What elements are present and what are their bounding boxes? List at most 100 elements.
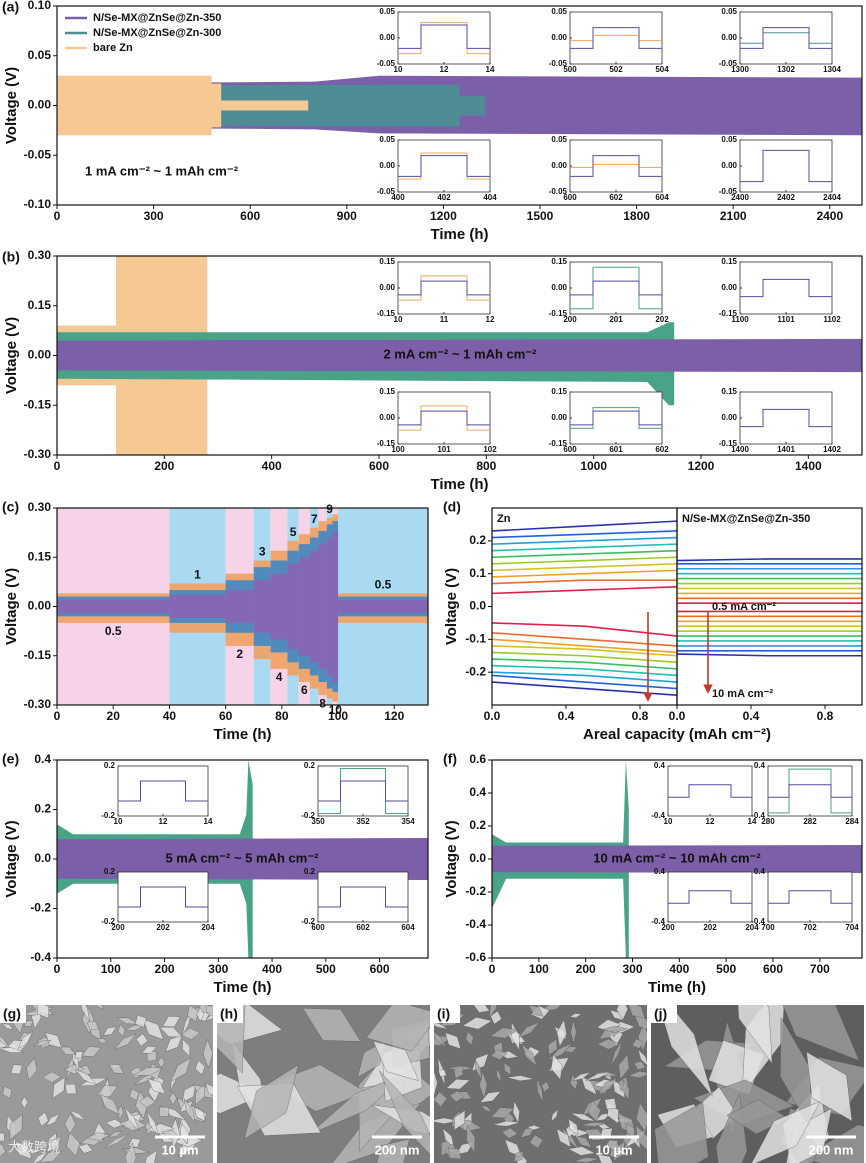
sem-feature xyxy=(141,1045,158,1054)
x-tick-label: 0 xyxy=(54,459,61,473)
inset-y-tick-label: 0.15 xyxy=(721,257,737,266)
inset-y-tick-label: -0.05 xyxy=(549,59,568,68)
sem-feature xyxy=(570,1074,578,1091)
sem-feature xyxy=(550,1108,559,1123)
sem-feature xyxy=(86,1132,111,1141)
inset-curve xyxy=(740,27,832,49)
inset-x-tick-label: 404 xyxy=(483,193,497,202)
inset-frame xyxy=(767,765,853,817)
inset-x-tick-label: 200 xyxy=(111,923,125,932)
inset-x-tick-label: 202 xyxy=(655,315,669,324)
y-tick-label: -0.30 xyxy=(24,447,52,461)
inset-y-tick-label: -0.15 xyxy=(549,309,568,318)
x-tick-label: 100 xyxy=(328,709,348,723)
sem-feature xyxy=(139,1095,156,1108)
sem-feature xyxy=(66,1132,80,1157)
inset-curve xyxy=(118,780,208,802)
sem-feature xyxy=(45,1113,60,1127)
inset-y-tick-label: 0.00 xyxy=(551,161,567,170)
voltage-curve xyxy=(491,671,678,683)
sem-feature xyxy=(86,1020,99,1031)
image-label: (h) xyxy=(220,1006,238,1022)
x-tick-label: 400 xyxy=(262,459,282,473)
x-tick-label: 1200 xyxy=(430,209,457,223)
x-tick-label: 0.4 xyxy=(558,709,575,723)
x-tick-label: 1800 xyxy=(623,209,650,223)
inset-x-tick-label: 10 xyxy=(394,315,403,324)
y-tick-label: -0.05 xyxy=(24,147,52,161)
sem-feature xyxy=(37,1111,49,1127)
sem-feature xyxy=(372,1040,420,1082)
voltage-band xyxy=(492,845,862,873)
inset-x-tick-label: 1300 xyxy=(731,65,749,74)
inset-x-tick-label: 504 xyxy=(655,65,669,74)
y-tick-label: -0.30 xyxy=(24,697,52,711)
inset-y-tick-label: 0.00 xyxy=(379,161,395,170)
inset-x-tick-label: 600 xyxy=(563,193,577,202)
sem-feature xyxy=(2,1085,13,1099)
inset-curve xyxy=(570,163,662,169)
sem-feature xyxy=(570,1112,596,1122)
inset-curve xyxy=(570,34,662,42)
inset-x-tick-label: 102 xyxy=(483,445,497,454)
voltage-band xyxy=(57,338,862,373)
voltage-band xyxy=(57,599,170,614)
x-axis-title: Time (h) xyxy=(430,226,488,243)
panel xyxy=(492,760,862,958)
y-tick-label: 0.4 xyxy=(469,785,486,799)
sem-feature xyxy=(633,1060,646,1071)
rate-label: 0.5 xyxy=(375,578,392,592)
sem-feature xyxy=(117,1104,124,1121)
inset-y-tick-label: -0.05 xyxy=(719,59,738,68)
sem-feature xyxy=(453,1065,464,1079)
x-tick-label: 60 xyxy=(219,709,233,723)
sem-feature xyxy=(2,1023,14,1030)
inset-x-tick-label: 10 xyxy=(114,817,123,826)
inset-frame xyxy=(767,871,853,923)
sem-feature xyxy=(556,1128,572,1148)
sem-feature xyxy=(616,1005,629,1022)
x-axis-title: Areal capacity (mAh cm⁻²) xyxy=(583,726,771,743)
sem-feature xyxy=(0,1047,25,1054)
inset-y-tick-label: -0.15 xyxy=(377,309,396,318)
sem-feature xyxy=(751,1100,821,1163)
inset-curve xyxy=(398,280,490,296)
inset-curve xyxy=(570,27,662,49)
sem-feature xyxy=(782,1005,860,1062)
x-tick-label: 0 xyxy=(54,709,61,723)
panel-label: (e) xyxy=(2,751,19,767)
inset-x-tick-label: 1304 xyxy=(823,65,841,74)
y-tick-label: 0.30 xyxy=(28,500,52,514)
voltage-curve xyxy=(491,563,678,572)
sem-feature xyxy=(379,1070,430,1155)
sem-feature xyxy=(548,1038,558,1056)
sem-feature xyxy=(37,1005,49,1019)
voltage-curve xyxy=(491,631,678,647)
sem-feature xyxy=(513,1151,524,1162)
voltage-curve xyxy=(491,530,678,539)
y-tick-label: 0.10 xyxy=(28,0,52,12)
inset-y-tick-label: -0.2 xyxy=(301,917,315,926)
y-axis-title: Voltage (V) xyxy=(3,67,20,144)
sem-feature xyxy=(597,1078,618,1094)
sem-feature xyxy=(183,1098,196,1124)
sem-feature xyxy=(42,1071,62,1083)
annotation: 2 mA cm⁻² ~ 1 mAh cm⁻² xyxy=(383,346,537,361)
x-tick-label: 300 xyxy=(208,962,228,976)
voltage-band xyxy=(332,530,339,683)
inset-frame xyxy=(397,139,491,193)
voltage-curve xyxy=(676,653,862,657)
inset-y-tick-label: 0.2 xyxy=(104,761,116,770)
inset-y-tick-label: 0.15 xyxy=(721,387,737,396)
rate-label: 4 xyxy=(276,670,283,684)
rate-label: 3 xyxy=(259,545,266,559)
sem-feature xyxy=(550,1054,563,1081)
inset-y-tick-label: 0.2 xyxy=(304,761,316,770)
inset-x-tick-label: 704 xyxy=(845,923,859,932)
x-tick-label: 2100 xyxy=(720,209,747,223)
y-tick-label: -0.10 xyxy=(24,197,52,211)
panel-label: (d) xyxy=(443,499,461,515)
inset-y-tick-label: 0.00 xyxy=(379,413,395,422)
voltage-curve xyxy=(491,622,678,637)
